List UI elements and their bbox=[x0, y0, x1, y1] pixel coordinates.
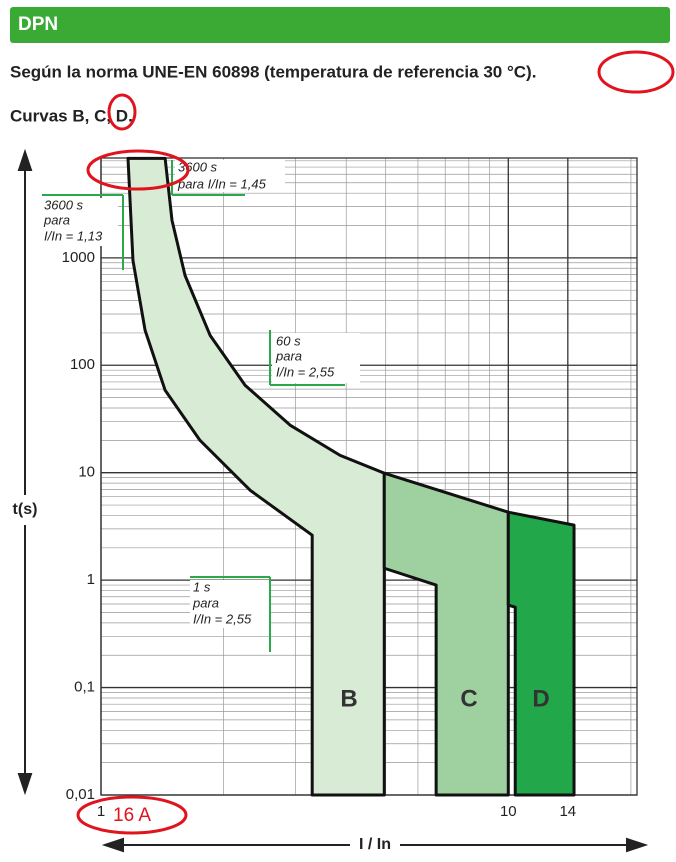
axis-arrows bbox=[17, 148, 649, 853]
annotation-text: I/In = 1,13 bbox=[44, 228, 103, 243]
annotation-text: para I/In = 1,45 bbox=[177, 176, 267, 191]
y-tick-label: 0,1 bbox=[74, 679, 95, 696]
annotation-box bbox=[175, 160, 285, 192]
x-tick-label: 10 bbox=[500, 803, 517, 820]
band-region bbox=[506, 510, 576, 797]
annotation-text: para bbox=[275, 348, 302, 363]
y-axis-label: t(s) bbox=[13, 501, 38, 518]
subtitle: Según la norma UNE-EN 60898 (temperatura… bbox=[10, 62, 536, 81]
annotation-box bbox=[40, 198, 118, 246]
annotation-text: 3600 s bbox=[44, 197, 84, 212]
annotation-text: para bbox=[43, 212, 70, 227]
x-tick-label: 14 bbox=[559, 803, 576, 820]
curves-line: Curvas B, C, D. bbox=[10, 106, 133, 125]
annotation-text: I/In = 2,55 bbox=[276, 364, 335, 379]
annotation-box bbox=[190, 580, 270, 628]
band-label: B bbox=[340, 685, 357, 712]
band-label: C bbox=[460, 685, 477, 712]
annotation-text: para bbox=[192, 595, 219, 610]
y-tick-label: 1 bbox=[87, 571, 95, 588]
y-tick-label: 10 bbox=[78, 464, 95, 481]
red-marks bbox=[76, 50, 675, 835]
band-label: D bbox=[532, 685, 549, 712]
band-region bbox=[126, 156, 386, 797]
y-tick-label: 0,01 bbox=[66, 786, 95, 803]
annotation-text: 60 s bbox=[276, 333, 301, 348]
y-tick-label: 100 bbox=[70, 356, 95, 373]
annotation-box bbox=[272, 333, 360, 383]
handwritten-note: 16 A bbox=[113, 805, 151, 826]
annotation-text: 1 s bbox=[193, 579, 211, 594]
annotation-text: I/In = 2,55 bbox=[193, 611, 252, 626]
y-tick-label: 1000 bbox=[62, 249, 95, 266]
x-axis-label: I / In bbox=[359, 836, 391, 853]
header-bar bbox=[10, 7, 670, 43]
header-title: DPN bbox=[18, 14, 58, 35]
x-tick-label: 1 bbox=[97, 803, 105, 820]
